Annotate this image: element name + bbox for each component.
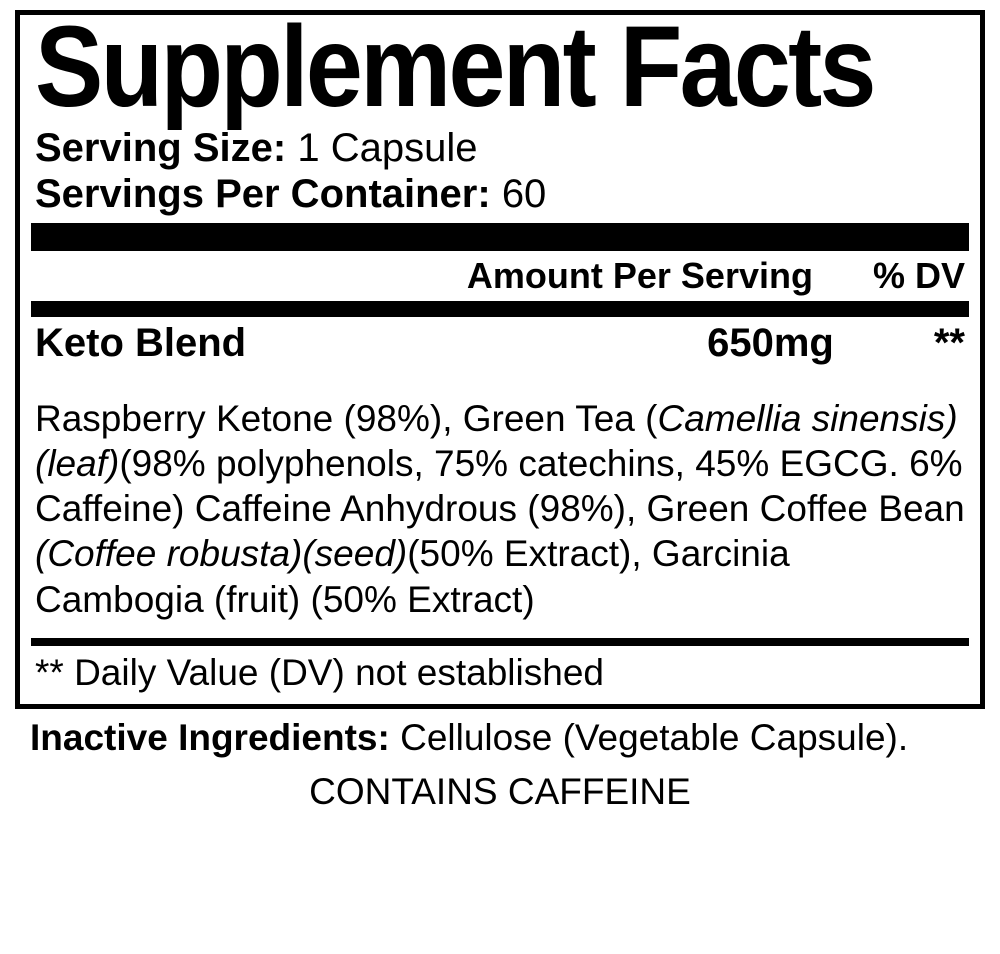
ingredients-part-2: (98% polyphenols, 75% catechins, 45% EGC… [35, 443, 965, 529]
blend-dv: ** [934, 321, 965, 366]
ingredients-part-1: Raspberry Ketone (98%), Green Tea ( [35, 398, 657, 439]
blend-amount: 650mg [707, 321, 834, 366]
serving-size-label: Serving Size: [35, 126, 286, 170]
supplement-facts-panel: Supplement Facts Serving Size: 1 Capsule… [15, 10, 985, 709]
servings-per-line: Servings Per Container: 60 [35, 171, 965, 217]
servings-per-label: Servings Per Container: [35, 172, 491, 216]
blend-name: Keto Blend [35, 321, 707, 366]
serving-size-value: 1 Capsule [297, 126, 477, 170]
serving-info: Serving Size: 1 Capsule Servings Per Con… [35, 125, 965, 217]
inactive-label: Inactive Ingredients: [30, 717, 390, 758]
header-dv: % DV [873, 255, 965, 297]
inactive-ingredients: Inactive Ingredients: Cellulose (Vegetab… [30, 715, 970, 761]
caffeine-warning: CONTAINS CAFFEINE [0, 771, 1000, 813]
panel-title: Supplement Facts [35, 10, 863, 125]
serving-size-line: Serving Size: 1 Capsule [35, 125, 965, 171]
inactive-value: Cellulose (Vegetable Capsule). [400, 717, 908, 758]
blend-row: Keto Blend 650mg ** [35, 321, 965, 374]
thick-divider [31, 223, 969, 251]
medium-divider [31, 301, 969, 317]
header-amount: Amount Per Serving [467, 255, 813, 297]
servings-per-value: 60 [502, 172, 547, 216]
column-header-row: Amount Per Serving % DV [35, 255, 965, 301]
dv-note: ** Daily Value (DV) not established [35, 652, 965, 694]
thin-divider [31, 638, 969, 646]
ingredients-text: Raspberry Ketone (98%), Green Tea (Camel… [35, 396, 965, 632]
ingredients-italic-2: (Coffee robusta)(seed) [35, 533, 407, 574]
